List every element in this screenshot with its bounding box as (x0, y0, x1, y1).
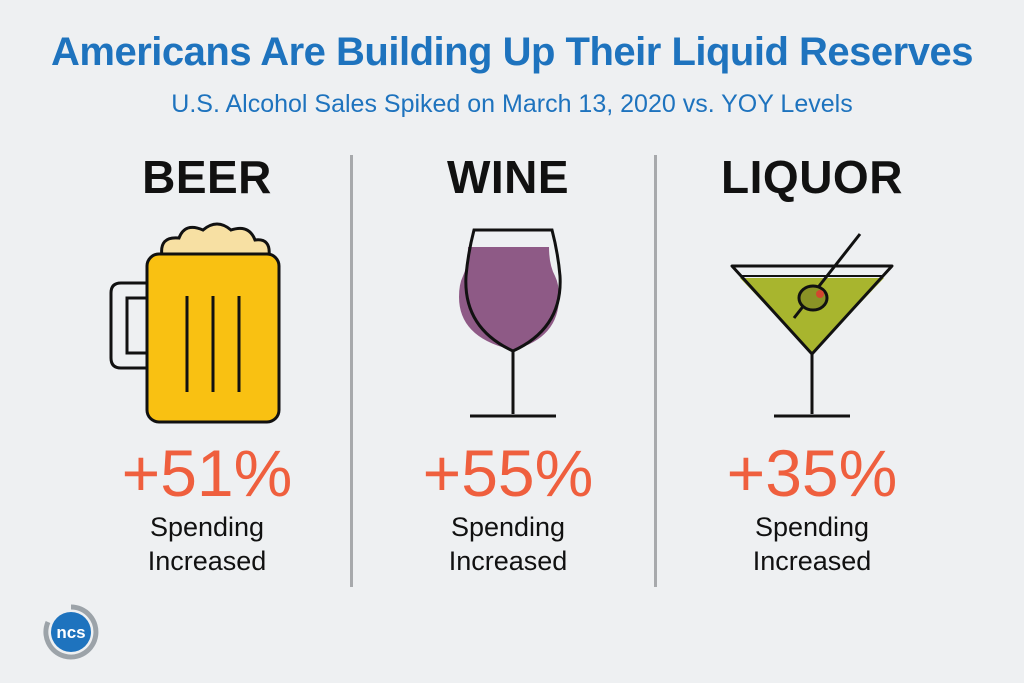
caption: Spending Increased (57, 510, 357, 578)
beer-mug-icon (109, 222, 281, 424)
caption-line2: Increased (147, 546, 267, 576)
ncs-logo-icon: ncs (43, 604, 99, 660)
percent-change: +55% (422, 436, 594, 510)
category-wine: WINE +55% Spending Increased (358, 140, 658, 590)
caption: Spending Increased (358, 510, 658, 578)
wine-glass-icon (459, 228, 562, 418)
caption-line2: Increased (752, 546, 872, 576)
caption-line2: Increased (448, 546, 568, 576)
category-name: WINE (446, 151, 570, 203)
category-liquor: LIQUOR +35% Spending Increased (662, 140, 962, 590)
percent-change: +51% (121, 436, 293, 510)
caption-line1: Spending (754, 512, 870, 542)
divider-left (350, 155, 353, 587)
page-title: Americans Are Building Up Their Liquid R… (51, 30, 973, 74)
page-subtitle: U.S. Alcohol Sales Spiked on March 13, 2… (171, 90, 853, 118)
category-beer: BEER +51% Spending Increased (57, 140, 357, 590)
logo-text: ncs (56, 623, 85, 642)
category-name: LIQUOR (721, 151, 903, 203)
caption: Spending Increased (662, 510, 962, 578)
divider-right (654, 155, 657, 587)
caption-line1: Spending (149, 512, 265, 542)
category-name: BEER (142, 151, 272, 203)
martini-glass-icon (730, 233, 894, 418)
percent-change: +35% (726, 436, 898, 510)
caption-line1: Spending (450, 512, 566, 542)
